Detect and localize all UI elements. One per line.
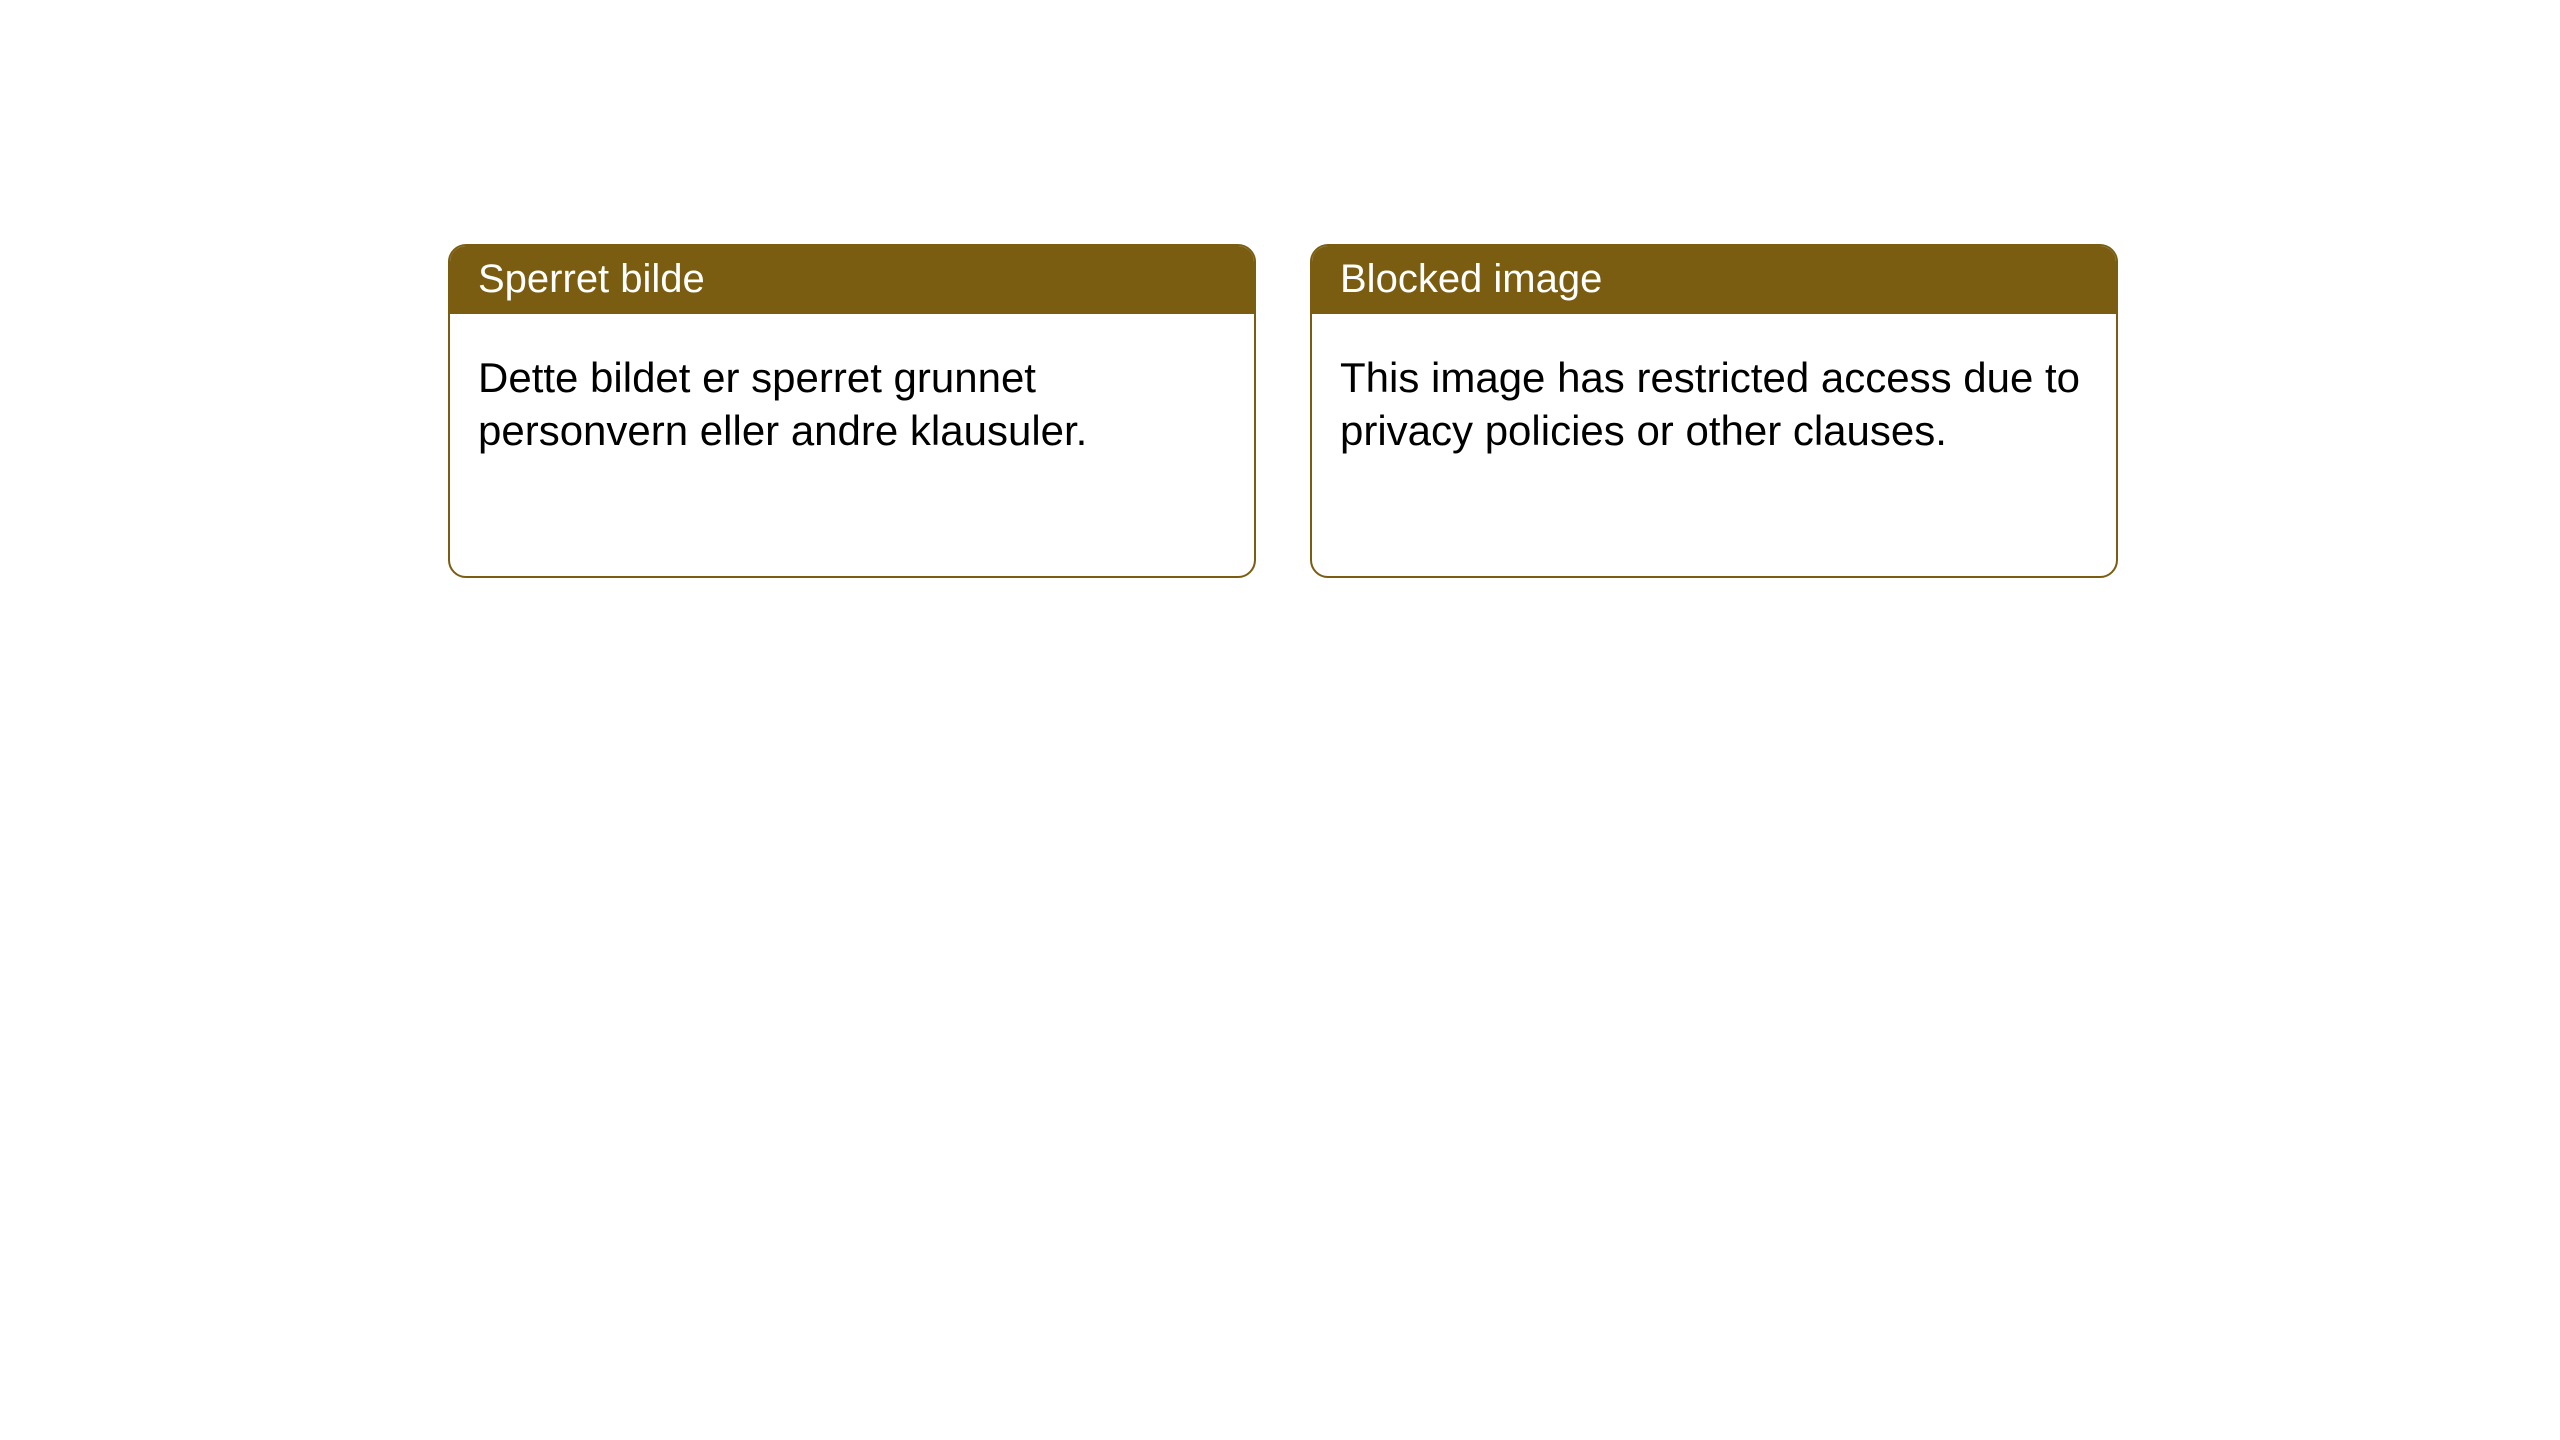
notice-body: Dette bildet er sperret grunnet personve… [450, 314, 1254, 481]
notice-card-norwegian: Sperret bilde Dette bildet er sperret gr… [448, 244, 1256, 578]
notice-row: Sperret bilde Dette bildet er sperret gr… [448, 244, 2118, 578]
notice-body: This image has restricted access due to … [1312, 314, 2116, 481]
notice-header: Blocked image [1312, 246, 2116, 314]
notice-card-english: Blocked image This image has restricted … [1310, 244, 2118, 578]
notice-header: Sperret bilde [450, 246, 1254, 314]
